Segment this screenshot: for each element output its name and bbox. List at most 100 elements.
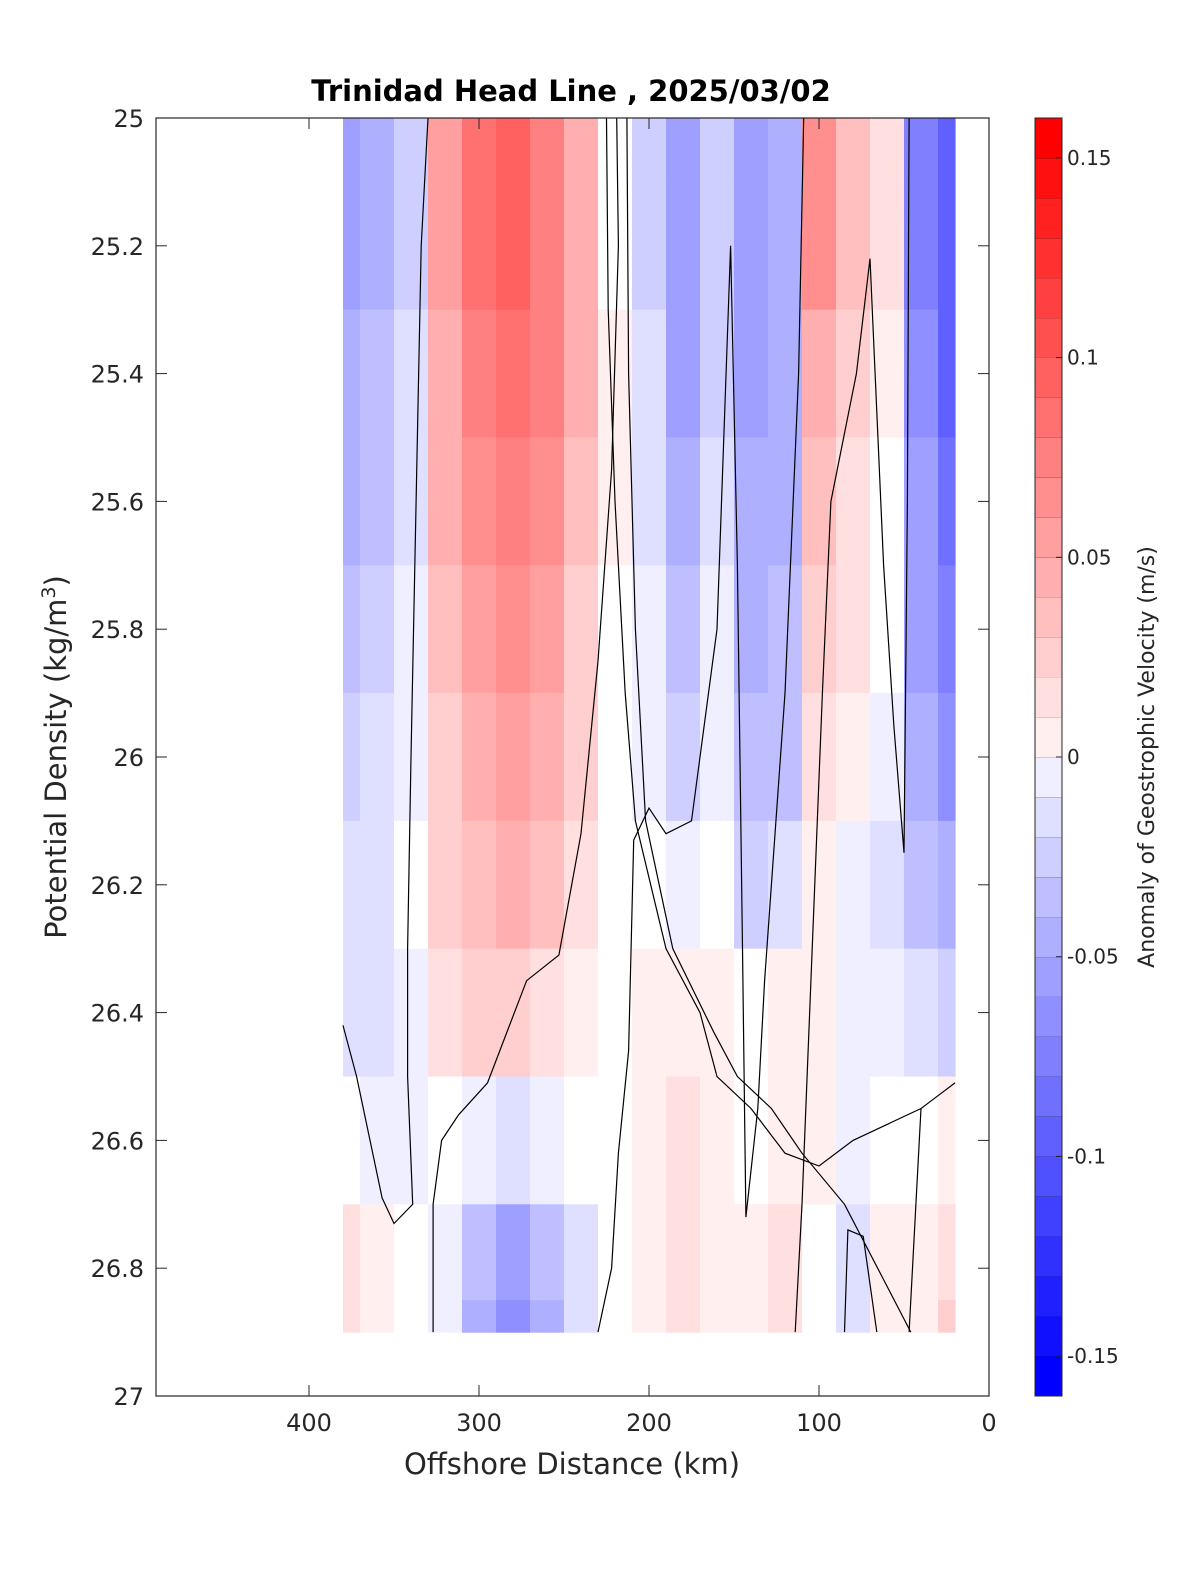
colorbar-step [1035, 357, 1062, 398]
heatmap-cell [462, 820, 497, 950]
heatmap-cell [666, 1076, 701, 1205]
heatmap-cell [768, 820, 803, 950]
heatmap-cell [768, 1076, 803, 1205]
colorbar-step [1035, 916, 1062, 957]
heatmap-cell [870, 1076, 905, 1205]
heatmap-cell [343, 1076, 361, 1205]
heatmap-cell [360, 437, 395, 566]
heatmap-cell [938, 565, 956, 694]
colorbar-step [1035, 1116, 1062, 1157]
heatmap-cell [734, 181, 769, 311]
y-tick-label: 25 [113, 105, 144, 133]
heatmap-cell [360, 118, 395, 183]
y-tick-label: 26.8 [91, 1255, 144, 1283]
heatmap-cell [564, 948, 599, 1078]
heatmap-cell [632, 948, 667, 1078]
colorbar-step [1035, 717, 1062, 758]
x-tick-label: 0 [981, 1409, 996, 1437]
heatmap-cell [360, 1076, 395, 1205]
heatmap-cell [462, 1300, 497, 1333]
heatmap-cell [564, 437, 599, 566]
heatmap-cell [360, 693, 395, 822]
zero-contour-line [908, 1082, 956, 1333]
zero-contour-line [626, 118, 912, 1333]
heatmap-cell [360, 820, 395, 950]
y-tick-label: 27 [113, 1383, 144, 1411]
heatmap-cell [394, 1076, 429, 1205]
heatmap-cell [734, 437, 769, 566]
colorbar-ticks: 0.15 0.1 0.05 0 -0.05 -0.1 -0.15 [1056, 146, 1119, 1368]
heatmap-cell [564, 820, 599, 950]
colorbar-step [1035, 1316, 1062, 1357]
heatmap-cell [428, 565, 463, 694]
colorbar-step [1035, 1236, 1062, 1277]
colorbar-step [1035, 996, 1062, 1037]
plot-area: 400 300 200 100 0 25 25.2 25.4 25.6 25.8 26 26.2 26… [91, 105, 997, 1437]
heatmap-cell [564, 118, 599, 183]
colorbar-step [1035, 876, 1062, 918]
heatmap-cell [343, 1300, 361, 1333]
x-tick-label: 400 [286, 1409, 332, 1437]
heatmap-cell [904, 181, 939, 311]
heatmap-cell [666, 820, 701, 950]
heatmap-cell [496, 437, 531, 566]
zero-contour-lines [342, 118, 956, 1333]
heatmap-cell [802, 181, 837, 311]
heatmap-cell [836, 118, 871, 183]
heatmap-cell [700, 118, 735, 183]
heatmap-cell [938, 693, 956, 822]
heatmap-cell [938, 1076, 956, 1205]
heatmap-cell [632, 1076, 667, 1205]
chart-title: Trinidad Head Line , 2025/03/02 [311, 74, 831, 108]
heatmap-cell [836, 693, 871, 822]
colorbar-step [1035, 157, 1062, 199]
colorbar-step [1035, 557, 1062, 598]
heatmap-cell [938, 118, 956, 183]
heatmap-cell [462, 181, 497, 311]
heatmap-cell [734, 1076, 769, 1205]
y-tick-label: 25.8 [91, 616, 144, 644]
heatmap-cell [938, 437, 956, 566]
x-tick-label: 100 [796, 1409, 842, 1437]
y-tick-label: 25.2 [91, 233, 144, 261]
heatmap-cell [768, 309, 803, 439]
heatmap-cell [394, 565, 429, 694]
heatmap-cell [734, 1204, 769, 1301]
colorbar-tick-label: 0 [1067, 745, 1080, 769]
heatmap-cell [530, 693, 565, 822]
heatmap-cell [700, 948, 735, 1078]
colorbar-step [1035, 1276, 1062, 1317]
heatmap-cell [428, 820, 463, 950]
zero-contour-line [794, 118, 910, 1333]
heatmap-cell [666, 693, 701, 822]
heatmap-cell [564, 565, 599, 694]
heatmap-cell [700, 1300, 735, 1333]
colorbar-step [1035, 1036, 1062, 1077]
heatmap-cell [870, 437, 905, 566]
heatmap-cell [802, 820, 837, 950]
heatmap-cell [802, 565, 837, 694]
heatmap-cell [836, 181, 871, 311]
heatmap-cell [836, 948, 871, 1078]
heatmap-cell [428, 437, 463, 566]
heatmap-cell [496, 1300, 531, 1333]
heatmap-cell [360, 1300, 395, 1333]
heatmap-cell [870, 693, 905, 822]
heatmap-cell [530, 181, 565, 311]
heatmap-cell [462, 948, 497, 1078]
heatmap-cell [700, 309, 735, 439]
heatmap-cell [700, 820, 735, 950]
heatmap-cell [768, 1204, 803, 1301]
heatmap-cell [632, 181, 667, 311]
y-tick-label: 25.6 [91, 488, 144, 516]
heatmap-cell [734, 820, 769, 950]
heatmap-cell [343, 181, 361, 311]
colorbar-step [1035, 1196, 1062, 1237]
heatmap-cell [343, 948, 361, 1078]
heatmap-cell [530, 1076, 565, 1205]
heatmap-cell [666, 1204, 701, 1301]
heatmap-cell [938, 309, 956, 439]
colorbar-tick-label: -0.15 [1067, 1344, 1119, 1368]
heatmap-cell [836, 309, 871, 439]
heatmap-cell [428, 1300, 463, 1333]
